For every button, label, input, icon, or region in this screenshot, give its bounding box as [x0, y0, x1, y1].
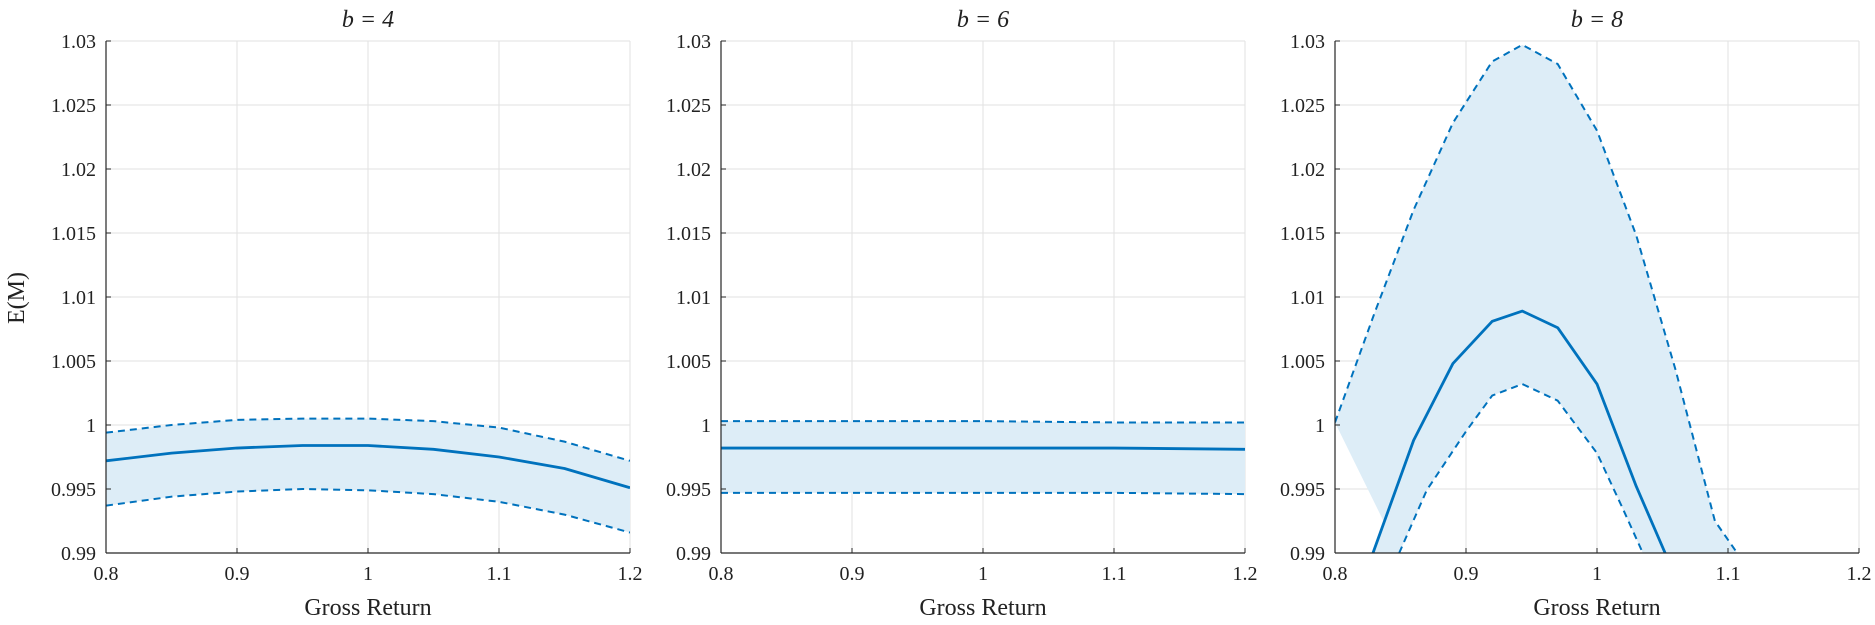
- panel-3-x-tick-label: 1: [1592, 563, 1602, 585]
- panel-1-x-tick-label: 0.9: [225, 563, 250, 585]
- panel-1-x-tick-label: 0.8: [94, 563, 119, 585]
- panel-2-confidence-band: [721, 421, 1245, 495]
- panel-1-x-tick-label: 1.2: [618, 563, 643, 585]
- panel-3-mean-line: [1371, 309, 1667, 553]
- panel-3-y-tick-label: 1.025: [1280, 95, 1325, 117]
- panel-2-y-tick-label: 0.99: [676, 543, 711, 565]
- panel-2-x-tick-label: 1: [978, 563, 988, 585]
- panel-1-y-tick-label: 1.015: [51, 223, 96, 245]
- panel-2-plot: 0.8 0.9 1 1.1 1.2 0.99 0.995 1 1.005 1.01 1.015 1.0…: [666, 31, 1258, 585]
- panel-2: b = 6 Gross Return 0.8 0.9 1 1.1 1.2 0.99 0.99…: [666, 7, 1258, 621]
- panel-2-y-tick-label: 1.025: [666, 95, 711, 117]
- panel-2-x-tick-label: 0.8: [709, 563, 734, 585]
- panel-1-y-tick-label: 1.02: [61, 159, 96, 181]
- panel-1-title: b = 4: [342, 7, 394, 33]
- panel-2-x-tick-label: 1.1: [1102, 563, 1127, 585]
- panel-3-x-tick-label: 0.8: [1323, 563, 1348, 585]
- panel-3-upper-bound-line: [1335, 43, 1738, 553]
- panel-2-y-tick-label: 1: [701, 415, 711, 437]
- panel-2-x-tick-label: 0.9: [840, 563, 865, 585]
- panel-3-title: b = 8: [1571, 7, 1623, 33]
- panel-2-upper-bound-line: [721, 420, 1245, 424]
- panel-2-x-axis-label: Gross Return: [919, 595, 1046, 621]
- panel-1-y-tick-label: 0.99: [61, 543, 96, 565]
- panel-1-y-tick-label: 1.025: [51, 95, 96, 117]
- panel-1-y-tick-label: 1.005: [51, 351, 96, 373]
- panel-3-band-inner: [1372, 311, 1666, 553]
- panel-1-y-tick-label: 1.01: [61, 287, 96, 309]
- panel-2-x-tick-label: 1.2: [1233, 563, 1258, 585]
- panel-1-lower-bound-line: [106, 488, 630, 534]
- panel-3-y-tick-label: 1.01: [1290, 287, 1325, 309]
- panel-1-x-tick-label: 1.1: [487, 563, 512, 585]
- panel-3-y-tick-label: 1.015: [1280, 223, 1325, 245]
- panel-2-mean-line: [721, 446, 1245, 451]
- panel-3-x-axis-label: Gross Return: [1533, 595, 1660, 621]
- panel-3-lower-bound-line: [1398, 383, 1644, 553]
- panel-1-y-tick-label: 1.03: [61, 31, 96, 53]
- panel-3-y-tick-label: 0.995: [1280, 479, 1325, 501]
- panel-1-plot: 0.8 0.9 1 1.1 1.2 0.99 0.995 1 1.005 1.01 1.015 1.0…: [51, 31, 643, 585]
- panel-2-lower-bound-line: [721, 491, 1245, 496]
- panel-1-upper-bound-line: [106, 417, 630, 462]
- panel-3-x-tick-label: 1.2: [1847, 563, 1872, 585]
- panel-1-x-axis-label: Gross Return: [304, 595, 431, 621]
- panel-3-y-tick-label: 1.02: [1290, 159, 1325, 181]
- panel-3-y-tick-label: 1.005: [1280, 351, 1325, 373]
- panel-2-y-tick-label: 0.995: [666, 479, 711, 501]
- panel-1-mean-line: [106, 444, 630, 490]
- panel-2-y-tick-label: 1.03: [676, 31, 711, 53]
- panel-2-title: b = 6: [957, 7, 1009, 33]
- panel-3-plot: 0.8 0.9 1 1.1 1.2 0.99 0.995 1 1.005 1.01 1.015 1.0…: [1280, 31, 1872, 585]
- panel-3-y-tick-label: 1: [1315, 415, 1325, 437]
- panel-2-y-tick-label: 1.005: [666, 351, 711, 373]
- panel-3-y-tick-label: 0.99: [1290, 543, 1325, 565]
- panel-1-y-tick-label: 0.995: [51, 479, 96, 501]
- panel-3-confidence-band: [1335, 44, 1738, 553]
- panel-1-x-tick-label: 1: [363, 563, 373, 585]
- panel-3: b = 8 Gross Return 0.8 0.9 1 1.1 1.2 0.99 0.99…: [1280, 7, 1872, 621]
- panel-2-y-tick-label: 1.01: [676, 287, 711, 309]
- panel-2-y-tick-label: 1.02: [676, 159, 711, 181]
- panel-1: b = 4 Gross Return 0.8 0.9 1 1.1 1.2 0.99 0.99…: [51, 7, 643, 621]
- panel-3-x-tick-label: 1.1: [1716, 563, 1741, 585]
- panel-3-y-tick-label: 1.03: [1290, 31, 1325, 53]
- y-axis-label: E(M): [4, 272, 30, 324]
- panel-3-x-tick-label: 0.9: [1454, 563, 1479, 585]
- panel-2-y-tick-label: 1.015: [666, 223, 711, 245]
- panel-1-y-tick-label: 1: [86, 415, 96, 437]
